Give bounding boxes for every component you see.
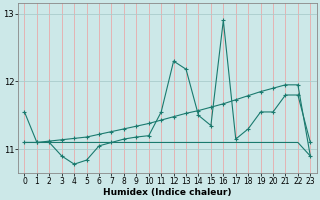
X-axis label: Humidex (Indice chaleur): Humidex (Indice chaleur) [103, 188, 232, 197]
